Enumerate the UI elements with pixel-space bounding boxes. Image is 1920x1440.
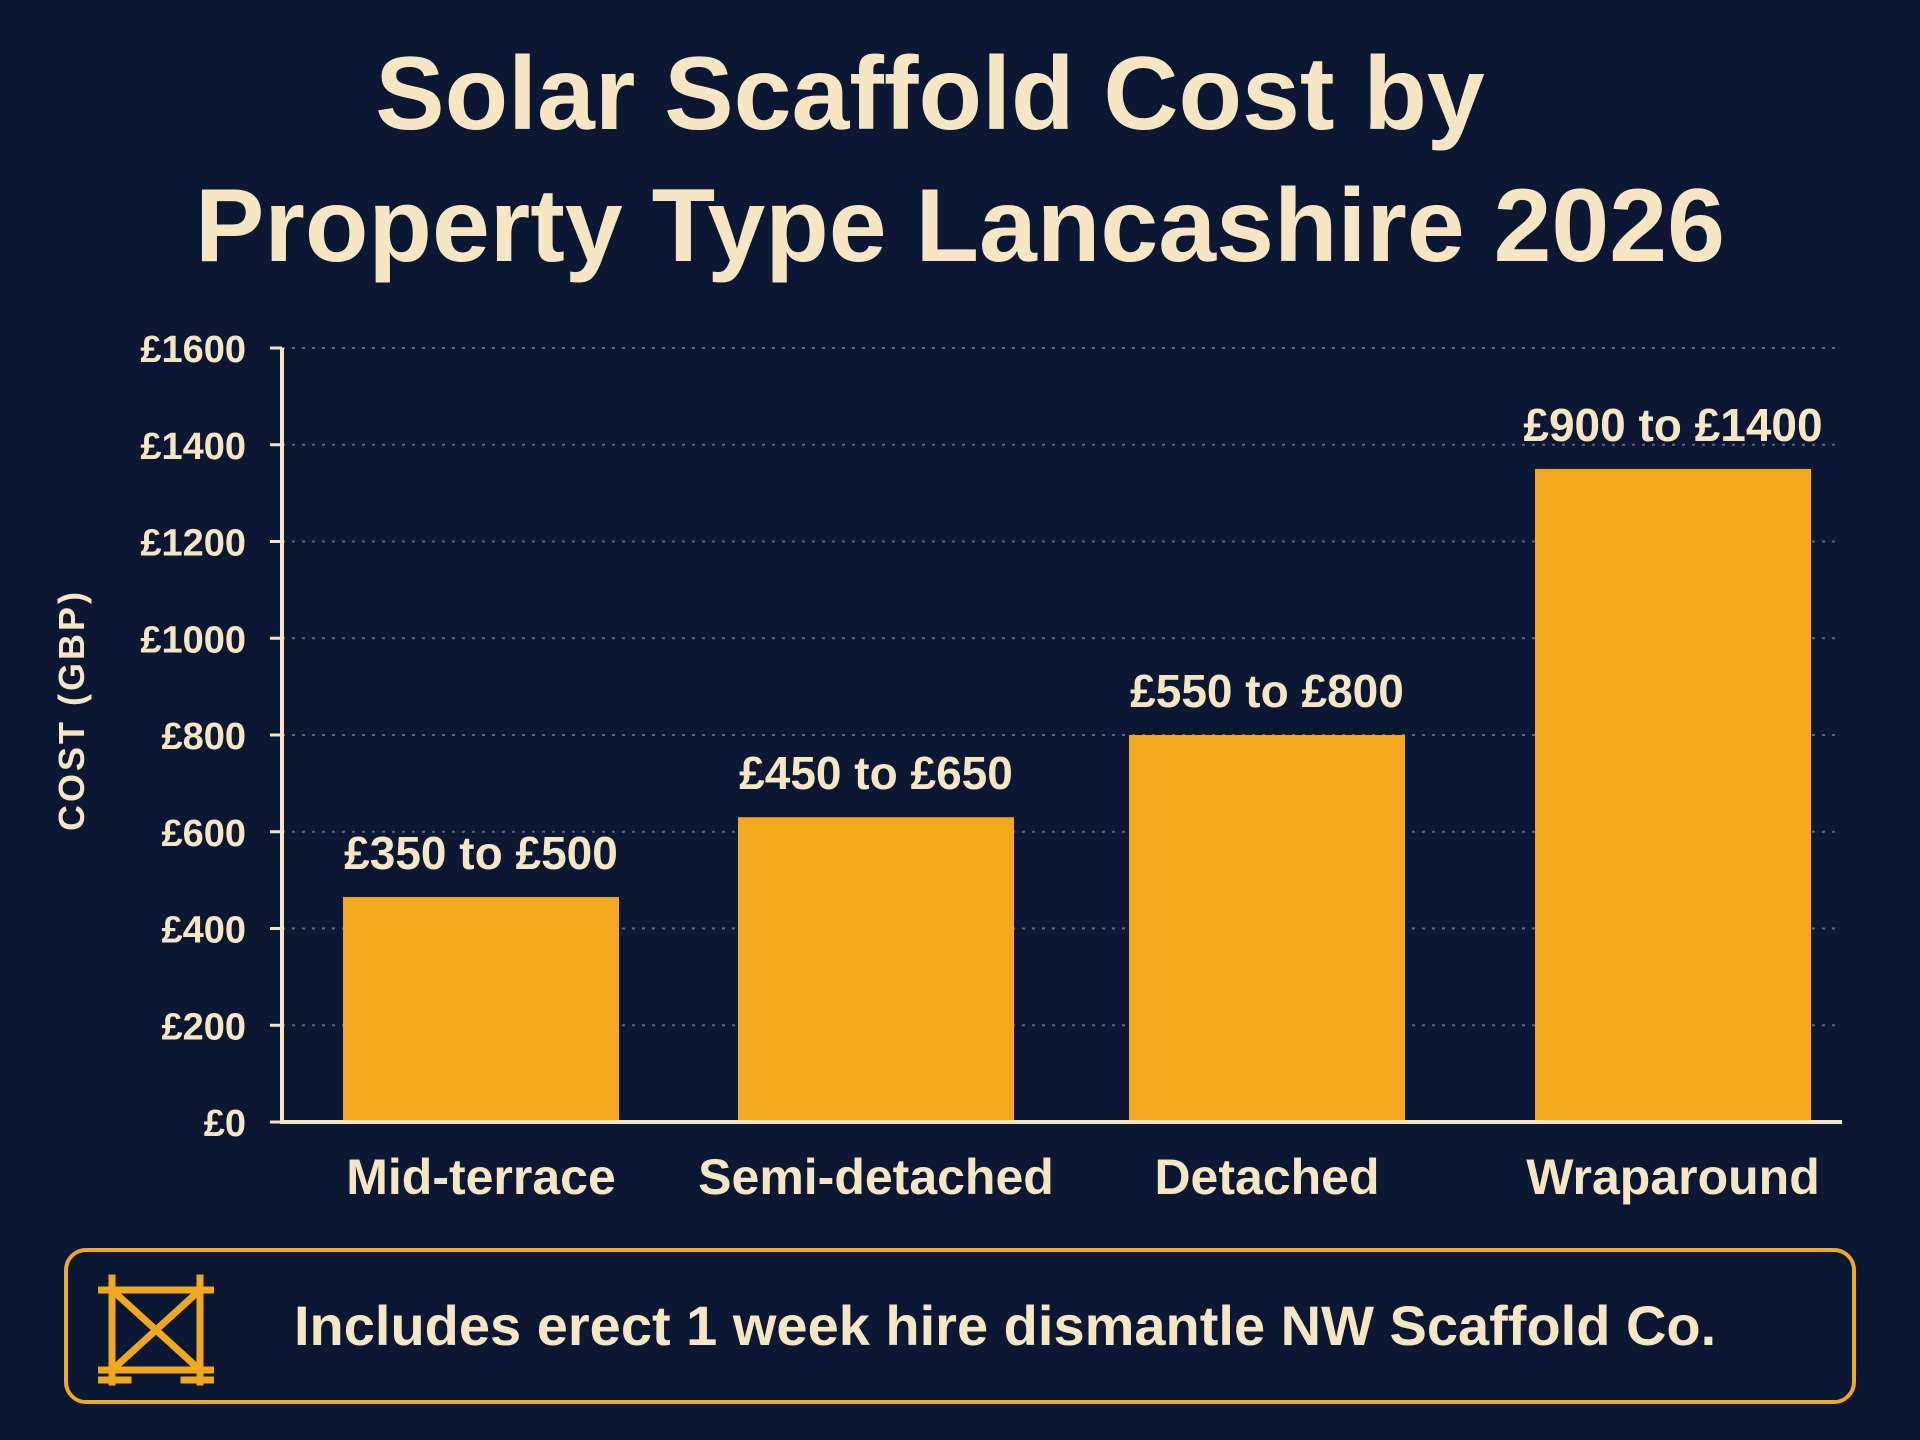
y-tick-label: £0 xyxy=(204,1103,246,1145)
y-tick-label: £1400 xyxy=(140,426,246,468)
bars xyxy=(343,468,1811,1122)
x-tick-label: Semi-detached xyxy=(698,1149,1054,1205)
data-label: £350 to £500 xyxy=(344,827,618,879)
chart-title: Solar Scaffold Cost by Property Type Lan… xyxy=(60,28,1860,292)
data-labels: £350 to £500 £450 to £650 £550 to £800 £900… xyxy=(344,399,1822,879)
data-label: £550 to £800 xyxy=(1130,665,1404,717)
chart-title-line-1: Solar Scaffold Cost by xyxy=(375,36,1485,152)
bar xyxy=(343,897,619,1122)
footer-text: Includes erect 1 week hire dismantle NW … xyxy=(294,1294,1717,1357)
y-tick-label: £200 xyxy=(161,1006,246,1048)
y-tick-label: £800 xyxy=(161,716,246,758)
y-tick-label: £600 xyxy=(161,813,246,855)
y-axis-title: COST (GBP) xyxy=(51,589,92,831)
x-tick-label: Mid-terrace xyxy=(346,1149,616,1205)
bar xyxy=(1535,468,1811,1122)
y-tick-label: £1000 xyxy=(140,619,246,661)
y-tick-label: £1200 xyxy=(140,523,246,565)
data-label: £900 to £1400 xyxy=(1523,399,1822,451)
scaffold-icon xyxy=(98,1274,214,1386)
y-tick-label: £1600 xyxy=(140,329,246,371)
y-axis-ticks: £0 £200 £400 £600 £800 £1000 £1200 £1400 £1600 xyxy=(140,329,282,1145)
y-tick-label: £400 xyxy=(161,910,246,952)
footer-note: Includes erect 1 week hire dismantle NW … xyxy=(64,1248,1856,1404)
bar xyxy=(1129,735,1405,1122)
x-axis-ticks: Mid-terrace Semi-detached Detached Wraparou… xyxy=(346,1149,1820,1205)
data-label: £450 to £650 xyxy=(739,747,1013,799)
x-tick-label: Detached xyxy=(1154,1149,1379,1205)
chart-title-line-2: Property Type Lancashire 2026 xyxy=(195,168,1725,284)
x-tick-label: Wraparound xyxy=(1526,1149,1820,1205)
bar xyxy=(738,817,1014,1122)
